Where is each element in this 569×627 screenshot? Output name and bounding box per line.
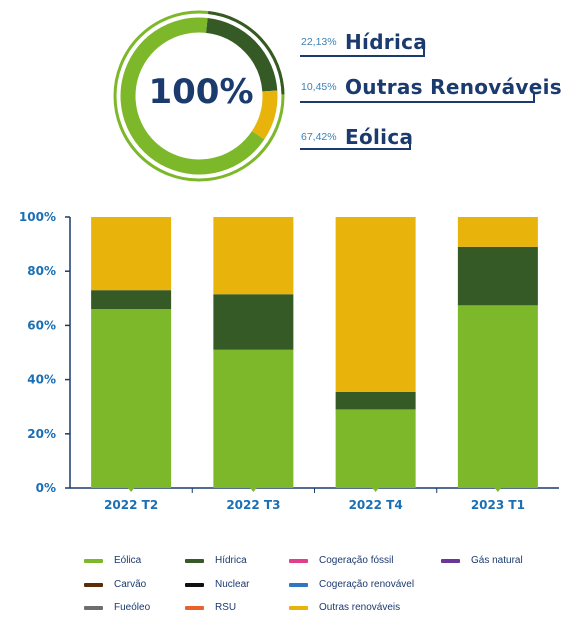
donut-outer-accent xyxy=(208,11,285,95)
legend-label: Nuclear xyxy=(215,579,250,590)
legend-item: Cogeração fóssil xyxy=(289,555,393,566)
summary-pct: 22,13% xyxy=(301,36,337,48)
legend-label: Outras renováveis xyxy=(319,602,401,613)
bar-segment xyxy=(213,294,294,350)
legend-swatch xyxy=(185,605,204,610)
summary-name: Outras Renováveis xyxy=(345,75,562,99)
legend-swatch xyxy=(84,558,103,563)
legend-item: Nuclear xyxy=(185,579,249,590)
legend-label: Cogeração fóssil xyxy=(319,555,394,566)
donut-slice xyxy=(120,17,265,175)
x-tick-label: 2023 T1 xyxy=(471,498,525,512)
donut-chart xyxy=(113,10,285,182)
legend-item: Gás natural xyxy=(441,555,523,566)
legend-item: Fueóleo xyxy=(84,602,150,613)
y-tick-label: 0% xyxy=(36,481,56,495)
summary-pct: 67,42% xyxy=(301,131,337,143)
summary-underline xyxy=(300,148,411,150)
bar-marker xyxy=(127,487,136,492)
legend-label: Hídrica xyxy=(215,555,247,566)
legend-swatch xyxy=(441,558,460,563)
bar-segment xyxy=(213,217,294,295)
legend-label: Fueóleo xyxy=(114,602,151,613)
bar-segment xyxy=(457,217,538,247)
donut-total-label: 100% xyxy=(148,72,254,112)
legend-item: Eólica xyxy=(84,555,141,566)
stacked-bar-chart: 0% 20% 40% 60% 80% 100% 2022 T2 2022 T3 2022 T4 2… xyxy=(19,210,559,512)
legend-item: Cogeração renovável xyxy=(289,579,414,590)
bar-segment xyxy=(457,305,538,488)
bar-segment xyxy=(335,409,416,488)
legend-label: Cogeração renovável xyxy=(319,579,415,590)
legend-swatch xyxy=(289,582,308,587)
summary-underline-tick xyxy=(423,47,425,57)
legend-swatch xyxy=(84,582,103,587)
chart-legend: Eólica Hídrica Cogeração fóssil Gás natural… xyxy=(0,548,569,627)
x-tick-label: 2022 T3 xyxy=(226,498,280,512)
bar-segment xyxy=(213,349,294,488)
donut-slice xyxy=(251,90,278,140)
y-tick-label: 60% xyxy=(27,318,56,332)
legend-item: Outras renováveis xyxy=(289,602,400,613)
legend-swatch xyxy=(185,558,204,563)
summary-underline-tick xyxy=(409,140,411,150)
bar-segment xyxy=(91,217,172,291)
bar-marker xyxy=(249,487,258,492)
bar-marker xyxy=(371,487,380,492)
y-tick-label: 20% xyxy=(27,427,56,441)
bar-segment xyxy=(91,290,172,310)
bar-segment xyxy=(335,391,416,410)
y-tick-label: 100% xyxy=(19,210,56,224)
legend-label: Gás natural xyxy=(471,555,523,566)
summary-pct: 10,45% xyxy=(301,81,337,93)
summary-name: Eólica xyxy=(345,125,414,149)
summary-underline xyxy=(300,55,425,57)
donut-outer-ring xyxy=(113,10,285,182)
legend-swatch xyxy=(289,558,308,563)
donut-slice xyxy=(205,17,278,92)
x-tick-label: 2022 T2 xyxy=(104,498,158,512)
summary-underline-tick xyxy=(533,93,535,103)
legend-item: Carvão xyxy=(84,579,146,590)
legend-swatch xyxy=(289,605,308,610)
legend-label: Carvão xyxy=(114,579,147,590)
legend-swatch xyxy=(84,605,103,610)
generation-mix-summary: 100% 22,13% Hídrica 10,45% Outras Renová… xyxy=(0,0,569,185)
legend-label: Eólica xyxy=(114,555,142,566)
bar-segment xyxy=(335,217,416,392)
legend-label: RSU xyxy=(215,602,237,613)
summary-underline xyxy=(300,101,535,103)
legend-item: Hídrica xyxy=(185,555,247,566)
x-tick-label: 2022 T4 xyxy=(349,498,403,512)
y-tick-label: 40% xyxy=(27,373,56,387)
legend-swatch xyxy=(185,582,204,587)
summary-name: Hídrica xyxy=(345,30,428,54)
legend-item: RSU xyxy=(185,602,236,613)
bar-segment xyxy=(91,309,172,488)
bar-segment xyxy=(457,246,538,306)
bar-marker xyxy=(493,487,502,492)
y-tick-label: 80% xyxy=(27,264,56,278)
